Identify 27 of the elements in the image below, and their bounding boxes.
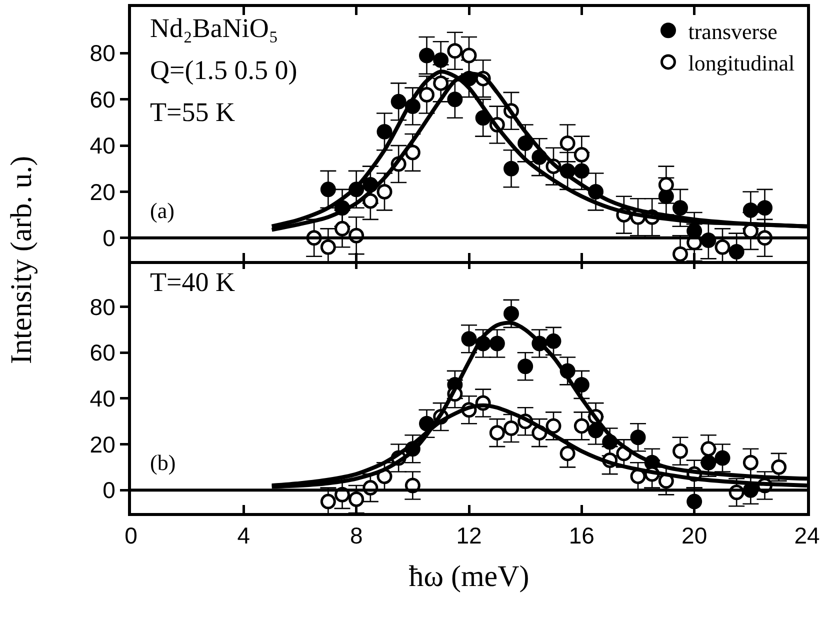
y-axis-title: Intensity (arb. u.) [5,156,39,364]
y-tick-label: 20 [90,178,116,205]
x-tick-label: 8 [350,522,363,549]
annotation: T=40 K [150,267,236,297]
x-tick-label: 24 [794,522,820,549]
y-tick-label: 40 [90,132,116,159]
annotation: T=55 K [150,97,236,127]
annotation: (a) [150,198,174,223]
annotation: Nd₂BaNiO₅ [150,13,278,43]
x-tick-label: 20 [682,522,708,549]
annotation: (b) [150,450,176,475]
y-tick-label: 60 [90,86,116,112]
y-tick-label: 80 [90,40,116,66]
x-tick-label: 0 [124,522,138,549]
y-tick-label: 20 [90,431,116,458]
legend-label: longitudinal [688,50,795,76]
y-tick-label: 60 [90,340,116,366]
x-axis-title: ħω (meV) [408,560,530,594]
y-tick-label: 80 [90,294,116,320]
x-tick-label: 16 [568,522,594,549]
y-tick-label: 0 [102,477,116,504]
annotation: Q=(1.5 0.5 0) [150,55,298,85]
x-tick-label: 4 [237,522,250,549]
y-tick-label: 0 [102,224,116,251]
legend-label: transverse [688,18,778,44]
x-tick-label: 12 [456,522,482,549]
y-tick-label: 40 [90,386,116,412]
